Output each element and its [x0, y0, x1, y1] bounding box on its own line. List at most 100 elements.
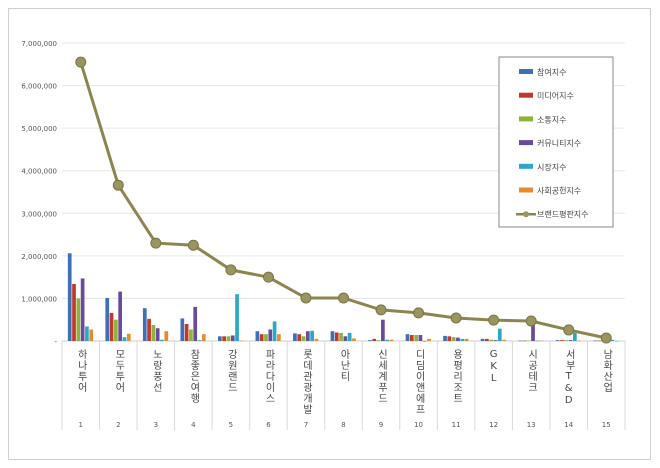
- bar-소통지수-강원랜드: [226, 336, 231, 341]
- category-label: 하나투어: [75, 348, 87, 393]
- bar-미디어지수-강원랜드: [222, 336, 226, 341]
- bar-사회공헌지수-아난티: [352, 338, 356, 341]
- rank-label: 9: [379, 421, 383, 429]
- y-tick-label: -: [54, 338, 57, 346]
- bar-사회공헌지수-용평리조트: [464, 338, 469, 341]
- bar-참여지수-참좋은여행: [180, 318, 185, 341]
- bar-소통지수-하나투어: [76, 298, 81, 341]
- bar-미디어지수-롯데관광개발: [297, 334, 302, 341]
- bar-소통지수-신세계푸드: [376, 340, 381, 341]
- bar-소통지수-서부T&D: [564, 340, 569, 341]
- category-label: 서부T&D: [563, 349, 575, 407]
- rank-label: 2: [116, 421, 120, 429]
- bar-시장지수-아난티: [347, 332, 352, 341]
- bar-커뮤니티지수-파라다이스: [268, 329, 273, 341]
- rank-label: 1: [79, 421, 83, 429]
- legend-swatch-시장지수: [519, 163, 533, 169]
- y-tick-label: 5,000,000: [21, 125, 57, 133]
- line-point-강원랜드: [225, 264, 237, 276]
- category-label: 파라다이스: [263, 349, 275, 404]
- category-label: 참좋은여행: [188, 349, 200, 404]
- bar-커뮤니티지수-신세계푸드: [381, 319, 385, 341]
- bar-사회공헌지수-파라다이스: [277, 334, 281, 341]
- legend-label: 소통지수: [537, 115, 566, 124]
- bar-시장지수-남화산업: [610, 339, 615, 341]
- category-label: 디딤이앤에프: [413, 349, 425, 415]
- line-point-남화산업: [600, 332, 612, 344]
- bar-참여지수-디딤이앤에프: [405, 334, 410, 341]
- bar-커뮤니티지수-모두투어: [118, 291, 122, 341]
- line-point-참좋은여행: [187, 239, 199, 251]
- legend-label: 미디어지수: [537, 91, 574, 101]
- bar-소통지수-롯데관광개발: [301, 336, 306, 341]
- bar-시장지수-강원랜드: [235, 294, 239, 341]
- bar-참여지수-강원랜드: [218, 336, 222, 341]
- bar-미디어지수-모두투어: [109, 312, 114, 341]
- bar-소통지수-모두투어: [114, 319, 118, 341]
- bar-미디어지수-서부T&D: [560, 340, 564, 341]
- bar-커뮤니티지수-시공테크: [531, 323, 535, 341]
- bar-미디어지수-파라다이스: [259, 334, 264, 341]
- category-label: 롯데관광개발: [300, 349, 312, 415]
- bar-시장지수-서부T&D: [573, 332, 577, 341]
- bar-참여지수-아난티: [330, 331, 335, 341]
- category-label: GKL: [488, 349, 499, 385]
- bar-커뮤니티지수-디딤이앤에프: [418, 335, 423, 341]
- category-label: 모두투어: [113, 349, 125, 393]
- bar-참여지수-남화산업: [593, 340, 598, 342]
- line-point-노랑풍선: [150, 237, 162, 249]
- y-tick-label: 7,000,000: [21, 40, 57, 48]
- category-label: 용평리조트: [451, 349, 463, 404]
- bar-참여지수-시공테크: [518, 340, 522, 342]
- line-point-롯데관광개발: [300, 292, 312, 304]
- legend-label: 참여지수: [537, 67, 566, 77]
- bar-미디어지수-시공테크: [522, 340, 527, 342]
- bar-사회공헌지수-시공테크: [539, 340, 544, 342]
- bar-커뮤니티지수-강원랜드: [230, 335, 235, 341]
- rank-label: 14: [564, 421, 573, 429]
- bar-사회공헌지수-롯데관광개발: [314, 338, 319, 341]
- bar-커뮤니티지수-아난티: [343, 336, 348, 341]
- rank-label: 10: [414, 421, 423, 429]
- category-label: 남화산업: [601, 349, 613, 393]
- bar-사회공헌지수-서부T&D: [577, 340, 581, 342]
- bar-참여지수-파라다이스: [255, 331, 260, 341]
- legend-box: [498, 56, 614, 228]
- y-tick-label: 4,000,000: [21, 168, 57, 176]
- bar-참여지수-서부T&D: [555, 340, 560, 341]
- legend-label: 커뮤니티지수: [537, 138, 581, 148]
- line-point-GKL: [488, 314, 500, 326]
- bar-미디어지수-용평리조트: [447, 336, 452, 341]
- bar-참여지수-신세계푸드: [368, 340, 372, 341]
- bar-미디어지수-디딤이앤에프: [409, 335, 414, 341]
- bar-소통지수-참좋은여행: [189, 329, 193, 341]
- bar-미디어지수-노랑풍선: [147, 318, 151, 341]
- rank-label: 11: [452, 421, 461, 429]
- category-label: 시공테크: [526, 349, 538, 393]
- legend-swatch-소통지수: [519, 116, 533, 122]
- chart-frame: [8, 8, 651, 460]
- category-label: 노랑풍선: [150, 349, 162, 393]
- bar-소통지수-아난티: [339, 332, 343, 341]
- legend-swatch-미디어지수: [519, 92, 533, 98]
- rank-label: 4: [191, 421, 196, 429]
- rank-label: 15: [602, 421, 611, 429]
- bar-소통지수-GKL: [489, 339, 494, 341]
- bar-커뮤니티지수-서부T&D: [568, 340, 573, 341]
- bar-참여지수-하나투어: [67, 253, 72, 341]
- rank-label: 6: [266, 421, 271, 429]
- bar-커뮤니티지수-GKL: [493, 340, 498, 341]
- bar-시장지수-시공테크: [535, 340, 540, 342]
- bar-사회공헌지수-남화산업: [614, 341, 619, 342]
- bar-시장지수-파라다이스: [272, 321, 277, 341]
- bar-미디어지수-참좋은여행: [184, 323, 189, 341]
- rank-label: 7: [304, 421, 308, 429]
- bar-참여지수-노랑풍선: [142, 308, 147, 341]
- legend-label: 시장지수: [537, 162, 566, 172]
- category-label: 강원랜드: [225, 349, 237, 393]
- bar-시장지수-디딤이앤에프: [422, 341, 427, 342]
- rank-label: 12: [489, 421, 498, 429]
